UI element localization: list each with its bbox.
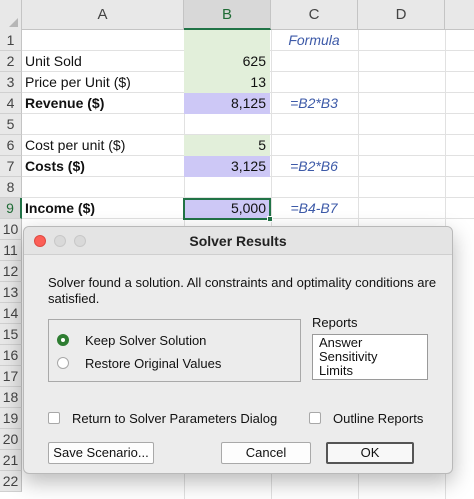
row-header-14[interactable]: 14 [0,303,22,324]
cell-b9[interactable]: 5,000 [230,200,266,216]
row-header-22[interactable]: 22 [0,471,22,492]
restore-values-option[interactable]: Restore Original Values [57,354,221,372]
outline-reports-checkbox[interactable] [309,412,321,424]
cell-b6-fill [184,135,270,156]
cell-b4-fill [184,93,270,114]
row-header-9[interactable]: 9 [0,198,22,219]
cell-c4[interactable]: =B2*B3 [290,95,338,111]
solver-results-dialog: Solver Results Solver found a solution. … [23,226,453,474]
cell-a6[interactable]: Cost per unit ($) [25,137,126,153]
active-cell-border [183,198,271,220]
row-header-19[interactable]: 19 [0,408,22,429]
cell-b2[interactable]: 625 [242,53,266,69]
minimize-window-button [54,235,66,247]
solution-options-group: Keep Solver Solution Restore Original Va… [48,319,301,382]
keep-solution-radio[interactable] [57,334,69,346]
column-header-c[interactable]: C [271,0,358,30]
outline-reports-option[interactable]: Outline Reports [309,409,423,427]
reports-label: Reports [312,315,358,330]
gridline [22,134,474,135]
cell-b7-fill [184,156,270,177]
fill-handle[interactable] [267,216,273,222]
report-limits[interactable]: Limits [319,363,353,378]
return-to-parameters-checkbox[interactable] [48,412,60,424]
cell-b6[interactable]: 5 [258,137,266,153]
row-header-21[interactable]: 21 [0,450,22,471]
cell-a3[interactable]: Price per Unit ($) [25,74,131,90]
zoom-window-button [74,235,86,247]
return-to-parameters-label: Return to Solver Parameters Dialog [72,410,278,426]
cell-c7[interactable]: =B2*B6 [290,158,338,174]
ok-button[interactable]: OK [326,442,414,464]
keep-solution-label: Keep Solver Solution [85,332,207,348]
row-header-13[interactable]: 13 [0,282,22,303]
row-header-2[interactable]: 2 [0,51,22,72]
outline-reports-label: Outline Reports [333,410,424,426]
cell-c9[interactable]: =B4-B7 [290,200,338,216]
cell-a4[interactable]: Revenue ($) [25,95,105,111]
cell-a9[interactable]: Income ($) [25,200,96,216]
reports-list[interactable]: Answer Sensitivity Limits [312,334,428,380]
select-all-corner[interactable] [0,0,22,30]
cancel-button[interactable]: Cancel [221,442,311,464]
restore-values-radio[interactable] [57,357,69,369]
cell-c1[interactable]: Formula [288,32,340,48]
row-header-18[interactable]: 18 [0,387,22,408]
column-header-b[interactable]: B [184,0,271,30]
row-header-4[interactable]: 4 [0,93,22,114]
cell-b4[interactable]: 8,125 [230,95,266,111]
close-window-button[interactable] [34,235,46,247]
report-sensitivity[interactable]: Sensitivity [319,349,378,364]
row-header-3[interactable]: 3 [0,72,22,93]
row-header-12[interactable]: 12 [0,261,22,282]
column-header-d[interactable]: D [358,0,445,30]
row-header-6[interactable]: 6 [0,135,22,156]
restore-values-label: Restore Original Values [85,355,222,371]
row-header-20[interactable]: 20 [0,429,22,450]
row-header-1[interactable]: 1 [0,30,22,51]
cell-b3-fill [184,72,270,93]
cell-b2-fill [184,51,270,72]
cell-b9-fill [184,198,270,219]
cell-b7[interactable]: 3,125 [230,158,266,174]
row-header-8[interactable]: 8 [0,177,22,198]
row-header-10[interactable]: 10 [0,219,22,240]
cell-a7[interactable]: Costs ($) [25,158,85,174]
dialog-titlebar[interactable]: Solver Results [24,227,452,255]
gridline [22,197,474,198]
row-header-17[interactable]: 17 [0,366,22,387]
return-to-parameters-option[interactable]: Return to Solver Parameters Dialog [48,409,277,427]
cell-b3[interactable]: 13 [250,74,266,90]
row-header-5[interactable]: 5 [0,114,22,135]
solver-message: Solver found a solution. All constraints… [48,275,437,306]
dialog-title: Solver Results [189,233,287,249]
row-header-11[interactable]: 11 [0,240,22,261]
row-header-15[interactable]: 15 [0,324,22,345]
cell-b1-fill [184,30,270,51]
report-answer[interactable]: Answer [319,335,363,350]
keep-solution-option[interactable]: Keep Solver Solution [57,331,206,349]
row-header-7[interactable]: 7 [0,156,22,177]
column-header-a[interactable]: A [22,0,184,30]
save-scenario-button[interactable]: Save Scenario... [48,442,154,464]
row-header-16[interactable]: 16 [0,345,22,366]
cell-a2[interactable]: Unit Sold [25,53,82,69]
column-header-row: A B C D [0,0,474,30]
